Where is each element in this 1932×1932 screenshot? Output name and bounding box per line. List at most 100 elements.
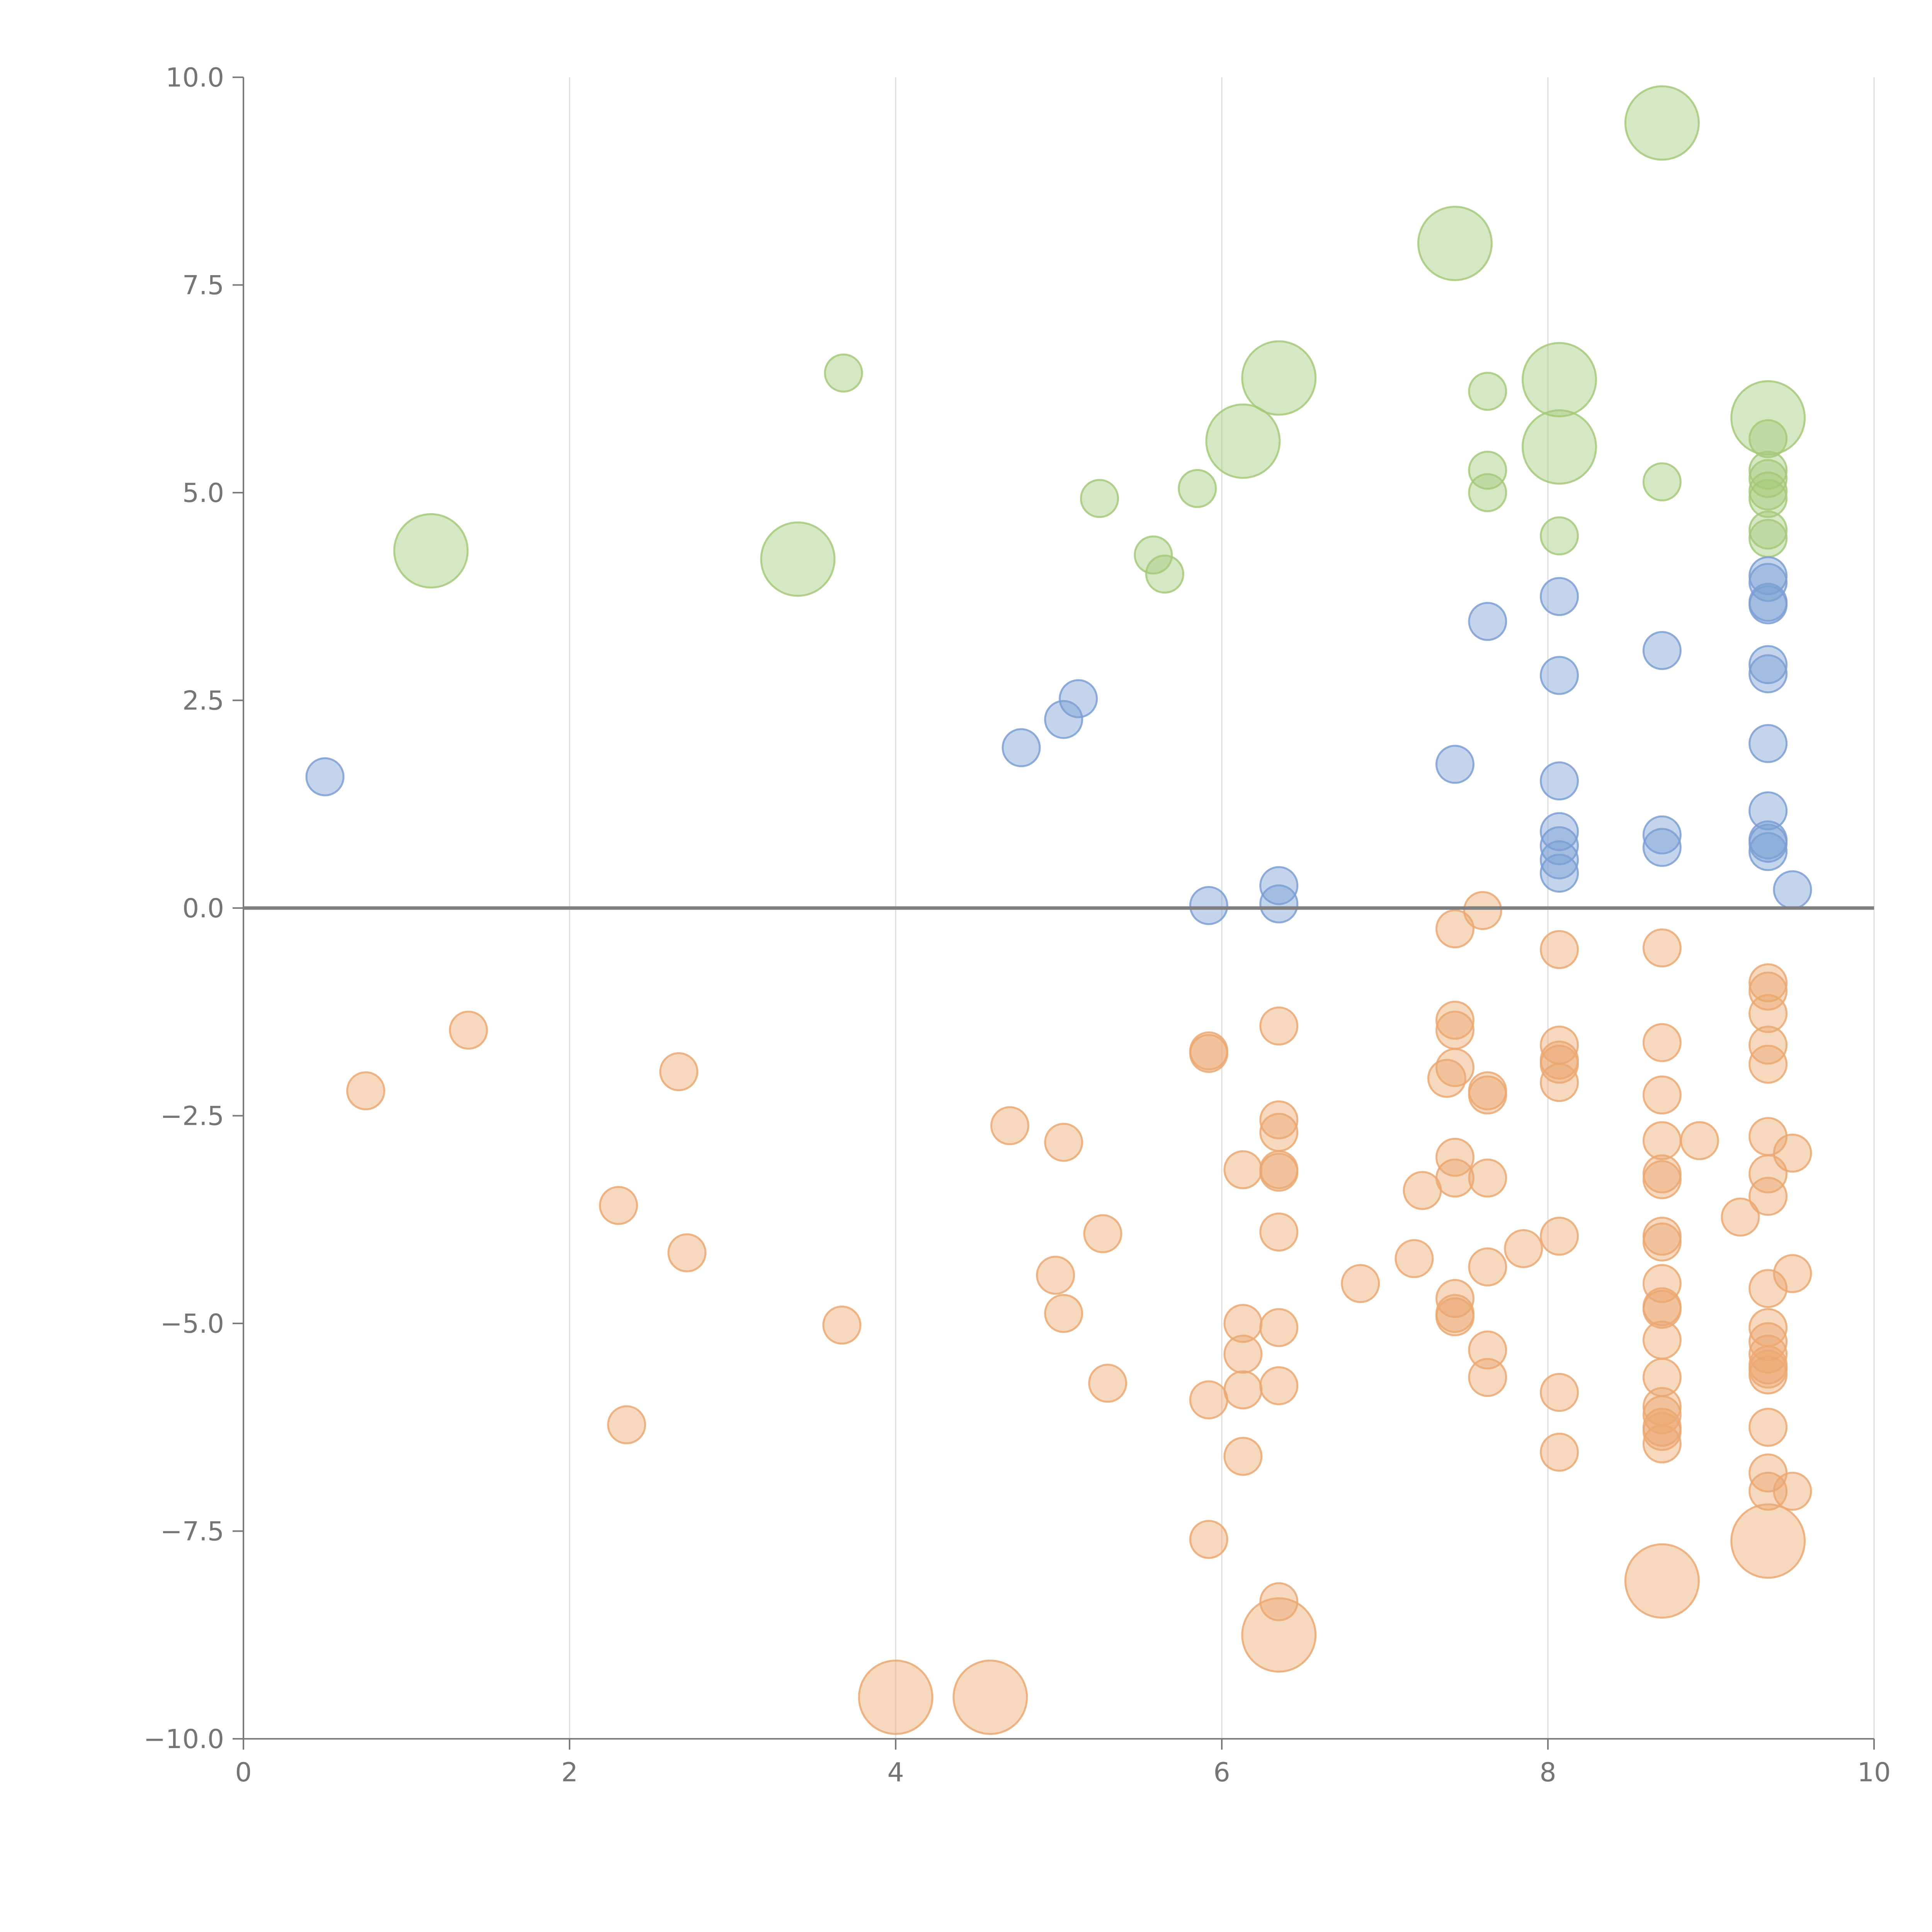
point-orange-67: [1435, 1297, 1475, 1337]
point-green-5: [1205, 403, 1281, 479]
point-orange-23: [346, 1071, 385, 1111]
point-orange-4: [1748, 963, 1788, 1002]
point-green-14: [1748, 459, 1788, 498]
point-orange-84: [1223, 1370, 1263, 1410]
point-orange-104: [858, 1660, 934, 1735]
point-orange-53: [1504, 1229, 1543, 1268]
y-tick-label-8: −10.0: [144, 1724, 224, 1755]
y-tick-label-2: 5.0: [182, 478, 224, 509]
point-green-11: [1748, 419, 1788, 458]
point-blue-29: [1189, 886, 1228, 925]
point-blue-30: [1259, 884, 1299, 923]
point-orange-100: [1259, 1582, 1299, 1621]
point-orange-36: [1223, 1150, 1263, 1189]
point-green-18: [1468, 473, 1507, 512]
point-orange-13: [1642, 1023, 1682, 1062]
y-tick-label-4: 0.0: [182, 893, 224, 924]
point-green-24: [1134, 535, 1173, 575]
point-orange-83: [1259, 1366, 1299, 1405]
point-green-22: [1540, 516, 1579, 556]
point-orange-59: [1341, 1264, 1380, 1303]
point-green-19: [1748, 479, 1788, 518]
point-blue-6: [1642, 631, 1682, 670]
point-orange-47: [1721, 1197, 1760, 1237]
point-orange-43: [1435, 1158, 1475, 1198]
point-orange-89: [607, 1405, 646, 1444]
series-blue: [305, 556, 1812, 925]
point-blue-19: [1642, 815, 1682, 855]
point-orange-56: [1468, 1247, 1507, 1287]
point-orange-64: [1642, 1289, 1682, 1329]
point-green-1: [1417, 206, 1493, 281]
point-orange-2: [1540, 930, 1579, 969]
point-orange-102: [1624, 1543, 1700, 1619]
point-orange-88: [1642, 1395, 1682, 1434]
point-orange-0: [1463, 891, 1502, 930]
point-blue-23: [1642, 828, 1682, 867]
point-orange-18: [1748, 1044, 1788, 1084]
point-green-12: [1468, 451, 1507, 490]
point-orange-69: [822, 1305, 862, 1345]
point-orange-82: [1088, 1364, 1128, 1403]
point-orange-21: [1427, 1059, 1466, 1098]
point-blue-15: [305, 757, 345, 796]
y-tick-label-5: −2.5: [160, 1101, 224, 1132]
point-orange-35: [1435, 1138, 1475, 1177]
series-green: [393, 85, 1806, 597]
point-green-21: [1748, 510, 1788, 550]
point-orange-39: [1748, 1154, 1788, 1194]
point-orange-8: [449, 1010, 488, 1050]
point-orange-46: [599, 1186, 638, 1225]
point-orange-26: [1642, 1075, 1682, 1115]
point-orange-7: [1435, 1000, 1475, 1040]
point-blue-5: [1468, 602, 1507, 641]
point-orange-57: [1773, 1254, 1812, 1293]
x-tick-label-4: 8: [1539, 1757, 1556, 1788]
point-blue-14: [1435, 745, 1475, 784]
point-green-25: [1145, 554, 1184, 594]
point-orange-86: [1189, 1380, 1228, 1420]
point-blue-10: [1059, 679, 1098, 718]
point-green-8: [760, 521, 836, 597]
point-green-6: [1522, 409, 1597, 485]
point-green-7: [393, 513, 469, 588]
point-blue-4: [1748, 585, 1788, 624]
point-orange-41: [1642, 1160, 1682, 1199]
point-blue-25: [1540, 840, 1579, 879]
point-orange-45: [1748, 1177, 1788, 1216]
point-orange-85: [1540, 1372, 1579, 1412]
point-green-9: [824, 353, 863, 393]
point-blue-8: [1748, 654, 1788, 694]
point-orange-49: [1083, 1214, 1122, 1253]
x-tick-label-1: 2: [561, 1757, 578, 1788]
point-orange-61: [1748, 1269, 1788, 1308]
point-green-0: [1624, 85, 1700, 161]
point-blue-16: [1540, 761, 1579, 801]
point-orange-52: [1642, 1222, 1682, 1262]
point-orange-90: [1748, 1408, 1788, 1447]
point-orange-3: [1642, 928, 1682, 968]
point-blue-21: [1748, 823, 1788, 863]
y-tick-label-1: 7.5: [182, 270, 224, 301]
point-green-13: [1748, 451, 1788, 490]
point-orange-20: [659, 1052, 699, 1092]
point-green-20: [1080, 479, 1119, 518]
point-green-16: [1178, 469, 1217, 508]
x-tick-label-0: 0: [235, 1757, 252, 1788]
point-orange-29: [1259, 1113, 1299, 1152]
point-orange-58: [1036, 1255, 1075, 1295]
point-orange-6: [1748, 994, 1788, 1033]
data-points: [243, 85, 1874, 1735]
point-orange-15: [1189, 1034, 1228, 1073]
point-orange-19: [1435, 1048, 1475, 1087]
point-blue-26: [1540, 854, 1579, 893]
point-orange-72: [1642, 1320, 1682, 1360]
point-orange-10: [1435, 1010, 1475, 1050]
point-orange-48: [1259, 1213, 1299, 1252]
point-orange-38: [1259, 1153, 1299, 1192]
point-orange-98: [1773, 1471, 1812, 1511]
point-blue-9: [1540, 656, 1579, 695]
point-orange-27: [1259, 1100, 1299, 1139]
point-orange-25: [1468, 1075, 1507, 1115]
